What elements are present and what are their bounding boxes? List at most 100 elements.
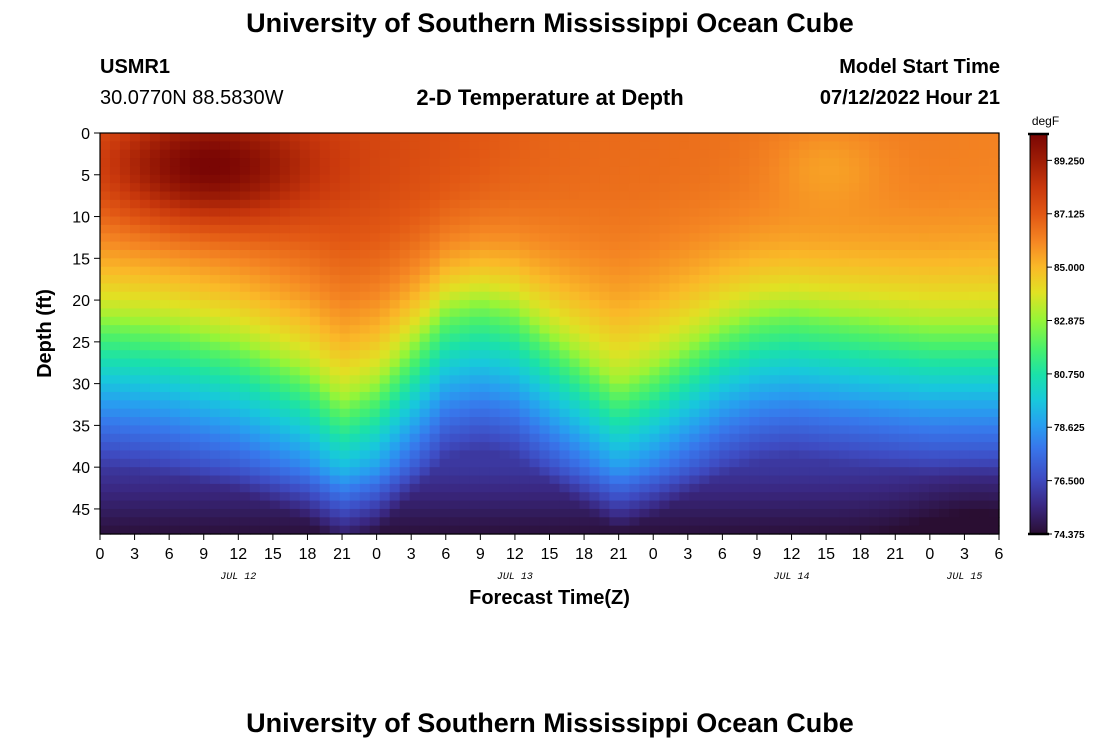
heatmap-cell <box>279 316 291 326</box>
heatmap-cell <box>179 241 191 251</box>
heatmap-cell <box>289 458 301 468</box>
heatmap-cell <box>929 458 940 468</box>
heatmap-cell <box>979 525 990 535</box>
heatmap-cell <box>409 166 421 176</box>
heatmap-cell <box>139 249 151 259</box>
heatmap-cell <box>479 199 491 209</box>
heatmap-cell <box>509 174 521 184</box>
heatmap-cell <box>409 467 421 477</box>
heatmap-cell <box>859 149 870 159</box>
heatmap-cell <box>629 249 640 259</box>
heatmap-cell <box>149 391 161 401</box>
heatmap-cell <box>609 141 621 151</box>
heatmap-cell <box>179 275 191 284</box>
heatmap-cell <box>139 450 151 460</box>
heatmap-cell <box>189 266 201 276</box>
heatmap-cell <box>339 325 351 335</box>
heatmap-cell <box>579 141 591 151</box>
heatmap-cell <box>100 375 111 385</box>
heatmap-cell <box>209 325 221 335</box>
heatmap-cell <box>249 316 261 326</box>
heatmap-cell <box>639 333 650 343</box>
heatmap-cell <box>239 358 251 368</box>
heatmap-cell <box>369 174 381 184</box>
heatmap-cell <box>629 174 640 184</box>
heatmap-cell <box>659 325 670 335</box>
heatmap-cell <box>789 400 800 410</box>
heatmap-cell <box>109 133 121 142</box>
heatmap-cell <box>399 325 411 335</box>
heatmap-cell <box>539 467 551 477</box>
heatmap-cell <box>189 208 201 218</box>
heatmap-cell <box>589 166 601 176</box>
heatmap-cell <box>479 141 491 151</box>
heatmap-cell <box>709 391 720 401</box>
colorbar-label: 78.625 <box>1054 423 1085 434</box>
heatmap-cell <box>749 266 760 276</box>
heatmap-cell <box>759 341 770 351</box>
heatmap-cell <box>629 450 640 460</box>
heatmap-cell <box>559 325 571 335</box>
heatmap-cell <box>369 433 381 443</box>
heatmap-cell <box>989 158 1000 168</box>
heatmap-cell <box>589 391 601 401</box>
heatmap-cell <box>109 166 121 176</box>
heatmap-cell <box>649 158 660 168</box>
heatmap-cell <box>299 300 311 310</box>
heatmap-cell <box>579 166 591 176</box>
heatmap-cell <box>339 224 351 234</box>
heatmap-cell <box>329 141 341 151</box>
heatmap-cell <box>849 308 860 318</box>
heatmap-cell <box>529 417 541 426</box>
heatmap-cell <box>209 391 221 401</box>
heatmap-cell <box>189 525 201 535</box>
heatmap-cell <box>939 358 950 368</box>
heatmap-cell <box>539 191 551 201</box>
heatmap-cell <box>959 133 970 142</box>
heatmap-cell <box>369 191 381 201</box>
heatmap-cell <box>959 433 970 443</box>
heatmap-cell <box>709 467 720 477</box>
heatmap-cell <box>419 467 431 477</box>
heatmap-cell <box>679 241 690 251</box>
heatmap-cell <box>569 492 581 502</box>
x-tick-label: 3 <box>130 546 139 563</box>
heatmap-cell <box>449 483 461 493</box>
heatmap-cell <box>719 174 730 184</box>
heatmap-cell <box>829 517 840 527</box>
heatmap-cell <box>429 408 441 418</box>
heatmap-cell <box>769 433 780 443</box>
heatmap-cell <box>819 467 830 477</box>
heatmap-cell <box>639 366 650 376</box>
heatmap-cell <box>249 266 261 276</box>
heatmap-cell <box>179 350 191 360</box>
heatmap-cell <box>859 341 870 351</box>
heatmap-cell <box>159 199 171 209</box>
heatmap-cell <box>989 291 1000 301</box>
heatmap-cell <box>229 350 241 360</box>
heatmap-cell <box>939 475 950 485</box>
heatmap-cell <box>969 483 980 493</box>
heatmap-cell <box>189 375 201 385</box>
heatmap-cell <box>389 417 401 426</box>
heatmap-cell <box>249 433 261 443</box>
heatmap-cell <box>909 467 920 477</box>
heatmap-cell <box>319 341 331 351</box>
heatmap-cell <box>569 500 581 510</box>
heatmap-cell <box>839 450 850 460</box>
heatmap-cell <box>839 508 850 518</box>
heatmap-cell <box>169 216 181 226</box>
heatmap-cell <box>699 358 710 368</box>
heatmap-cell <box>639 325 650 335</box>
heatmap-cell <box>979 275 990 284</box>
heatmap-cell <box>179 517 191 527</box>
heatmap-cell <box>329 291 341 301</box>
heatmap-cell <box>989 350 1000 360</box>
heatmap-cell <box>609 400 621 410</box>
heatmap-cell <box>969 133 980 142</box>
heatmap-cell <box>259 308 271 318</box>
heatmap-cell <box>209 350 221 360</box>
heatmap-cell <box>269 408 281 418</box>
heatmap-cell <box>529 141 541 151</box>
heatmap-cell <box>579 508 591 518</box>
